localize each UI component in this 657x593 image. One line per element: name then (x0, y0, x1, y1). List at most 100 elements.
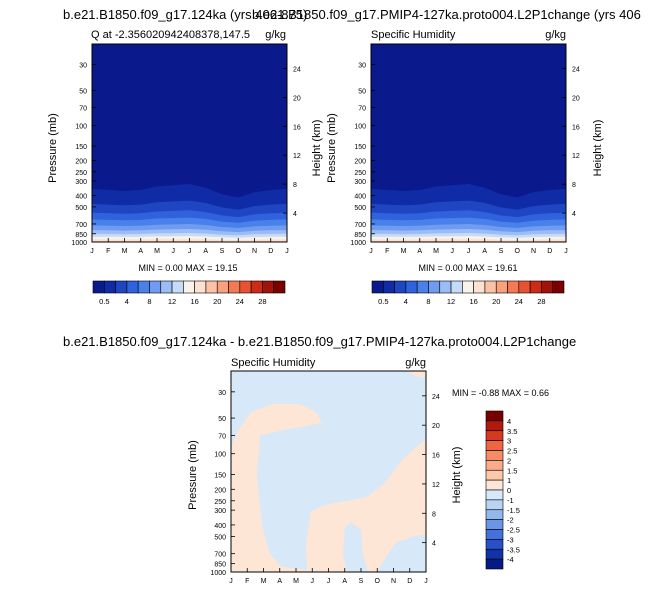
panel-3-ytick-label: 300 (214, 508, 226, 515)
panel-2-y2label: Height (km) (592, 120, 604, 177)
panel-2-colorbar-label: 12 (447, 297, 455, 306)
panel-2-xtick-label: J (451, 248, 455, 255)
panel-1-y2tick-label: 20 (293, 95, 301, 102)
panel-3-xtick-label: M (293, 578, 299, 585)
panel-1-colorbar-swatch (228, 280, 241, 294)
panel-3-colorbar-label: -4 (507, 555, 514, 564)
panel-3-ytick-label: 70 (218, 433, 226, 440)
panel-3-ytick-label: 200 (214, 487, 226, 494)
panel-1-xtick-label: A (203, 248, 208, 255)
panel-3-y2tick-label: 12 (432, 482, 440, 489)
panel-3-ytick-label: 50 (218, 416, 226, 423)
panel-1-colorbar-swatch (103, 280, 116, 294)
panel-2-ytick-label: 500 (354, 205, 366, 212)
panel-2-xtick-label: M (433, 248, 439, 255)
panel-3-positive-region (231, 404, 426, 572)
panel-2-colorbar-label: 20 (492, 297, 500, 306)
panel-1-colorbar-swatch (194, 280, 207, 294)
panel-3-ytick-label: 250 (214, 499, 226, 506)
panel-1-colorbar-swatch (262, 280, 275, 294)
panel-2-ylabel: Pressure (mb) (326, 113, 338, 183)
panel-1-ytick-label: 1000 (71, 240, 87, 247)
panel-2-colorbar-swatch (529, 280, 542, 294)
panel-3-colorbar-swatch (485, 509, 504, 520)
panel-1-xtick-label: A (138, 248, 143, 255)
panel-1-xtick-label: M (154, 248, 160, 255)
panel-2-xtick-label: J (369, 248, 373, 255)
panel-2: b.e21.B1850.f09_g17.PMIP4-127ka.proto004… (252, 7, 641, 306)
panel-3-colorbar-swatch (485, 529, 504, 540)
panel-2-ytick-label: 150 (354, 144, 366, 151)
panel-3-colorbar-label: -1 (507, 496, 514, 505)
panel-1-colorbar-label: 16 (190, 297, 198, 306)
panel-2-y2tick-label: 24 (572, 66, 580, 73)
panel-1-colorbar-label: 4 (125, 297, 129, 306)
panel-1-colorbar-swatch (216, 280, 229, 294)
panel-1-y2tick-label: 16 (293, 124, 301, 131)
panel-3-ytick-label: 400 (214, 523, 226, 530)
panel-3-colorbar-swatch (485, 489, 504, 501)
panel-3-y2label: Height (km) (451, 447, 463, 504)
panel-1-ytick-label: 150 (75, 144, 87, 151)
panel-3-xtick-label: J (424, 578, 428, 585)
panel-1-subtitle: Q at -2.356020942408378,147.5 (91, 29, 250, 41)
panel-2-colorbar-swatch (405, 280, 418, 294)
panel-1-y2tick-label: 24 (293, 66, 301, 73)
panel-1-xtick-label: N (252, 248, 257, 255)
panel-3-negative-region-2 (377, 534, 426, 572)
panel-3-colorbar-label: -3.5 (507, 545, 520, 554)
panel-2-colorbar-swatch (473, 280, 486, 294)
panel-3-xtick-label: J (311, 578, 315, 585)
panel-1-xtick-label: S (220, 248, 225, 255)
panel-3-ytick-label: 100 (214, 452, 226, 459)
panel-2-colorbar-swatch (371, 280, 384, 294)
panel-2-colorbar-swatch (439, 280, 452, 294)
panel-2-xtick-label: O (515, 248, 521, 255)
panel-1-ytick-label: 300 (75, 179, 87, 186)
panel-2-colorbar-swatch (495, 280, 508, 294)
panel-1-colorbar-swatch (239, 280, 252, 294)
panel-3-colorbar-swatch (485, 440, 504, 451)
panel-3-colorbar-swatch (485, 479, 504, 491)
panel-3-colorbar-label: 3.5 (507, 427, 517, 436)
panel-3-colorbar-swatch (485, 548, 504, 560)
panel-1-xtick-label: F (106, 248, 110, 255)
panel-3-colorbar-label: -2.5 (507, 526, 520, 535)
panel-1-colorbar-label: 12 (168, 297, 176, 306)
panel-2-xtick-label: M (401, 248, 407, 255)
panel-1-ytick-label: 100 (75, 123, 87, 130)
panel-3-colorbar-label: -3 (507, 535, 514, 544)
panel-3-colorbar-swatch (485, 430, 504, 441)
panel-1-xtick-label: O (236, 248, 242, 255)
panel-2-colorbar-swatch (484, 280, 497, 294)
panel-1-ytick-label: 50 (79, 88, 87, 95)
panel-2-colorbar-label: 24 (515, 297, 523, 306)
panel-3-ytick-label: 30 (218, 390, 226, 397)
panel-3-units: g/kg (405, 357, 426, 369)
panel-3-y2tick-label: 16 (432, 453, 440, 460)
panel-1-colorbar-label: 24 (236, 297, 244, 306)
panel-1-ytick-label: 850 (75, 232, 87, 239)
panel-1-xtick-label: J (172, 248, 176, 255)
panel-3-xtick-label: O (375, 578, 381, 585)
panel-1-colorbar-swatch (183, 280, 195, 294)
panel-1-ytick-label: 500 (75, 205, 87, 212)
panel-1-xtick-label: D (268, 248, 273, 255)
panel-2-ytick-label: 200 (354, 159, 366, 166)
panel-3-colorbar-label: 2 (507, 456, 511, 465)
panel-3-colorbar-swatch (485, 519, 504, 530)
panel-2-colorbar-swatch (450, 280, 463, 294)
panel-2-xtick-label: J (564, 248, 568, 255)
panel-1-colorbar-swatch (171, 280, 184, 294)
panel-2-xtick-label: S (499, 248, 504, 255)
panel-3-colorbar-swatch (485, 450, 504, 461)
panel-3-colorbar-swatch (485, 469, 504, 481)
panel-3: b.e21.B1850.f09_g17.124ka - b.e21.B1850.… (63, 334, 576, 585)
panel-1-y2tick-label: 12 (293, 153, 301, 160)
panel-2-ytick-label: 70 (358, 105, 366, 112)
panel-1-ytick-label: 400 (75, 194, 87, 201)
panel-1-colorbar-swatch (160, 280, 173, 294)
panel-3-negative-region-1 (343, 522, 368, 572)
